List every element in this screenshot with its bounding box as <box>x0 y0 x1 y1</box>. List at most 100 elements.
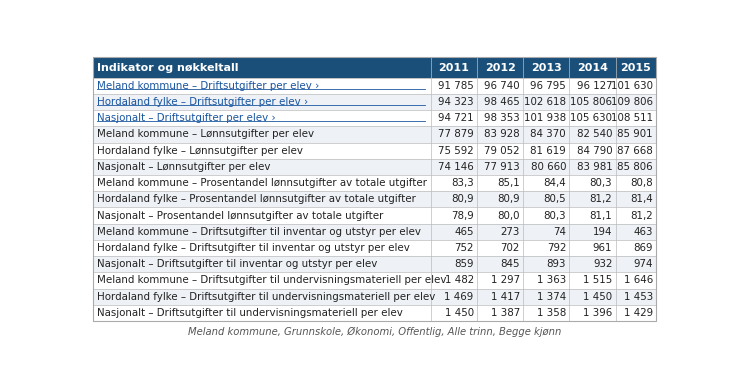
Bar <box>93 305 431 321</box>
Text: 82 540: 82 540 <box>577 129 613 140</box>
Bar <box>477 240 523 256</box>
Bar <box>93 78 431 94</box>
Bar <box>431 126 477 143</box>
Text: 194: 194 <box>593 227 613 237</box>
Bar <box>569 272 616 289</box>
Text: 85 806: 85 806 <box>617 162 653 172</box>
Bar <box>523 57 569 78</box>
Text: 80,5: 80,5 <box>543 194 566 204</box>
Bar <box>477 57 523 78</box>
Text: 1 363: 1 363 <box>537 275 566 285</box>
Text: 83,3: 83,3 <box>451 178 474 188</box>
Text: Meland kommune – Prosentandel lønnsutgifter av totale utgifter: Meland kommune – Prosentandel lønnsutgif… <box>97 178 427 188</box>
Text: Hordaland fylke – Prosentandel lønnsutgifter av totale utgifter: Hordaland fylke – Prosentandel lønnsutgi… <box>97 194 416 204</box>
Bar <box>477 224 523 240</box>
Text: 845: 845 <box>501 259 520 269</box>
Text: 1 515: 1 515 <box>583 275 613 285</box>
Bar <box>569 224 616 240</box>
Bar <box>431 224 477 240</box>
Text: 2011: 2011 <box>439 62 469 73</box>
Bar <box>477 289 523 305</box>
Bar <box>431 305 477 321</box>
Text: 84 370: 84 370 <box>531 129 566 140</box>
Bar <box>616 240 656 256</box>
Bar <box>616 78 656 94</box>
Text: 101 938: 101 938 <box>524 113 566 123</box>
Text: 1 297: 1 297 <box>491 275 520 285</box>
Bar <box>93 94 431 110</box>
Bar <box>431 191 477 207</box>
Bar <box>523 126 569 143</box>
Text: 1 396: 1 396 <box>583 308 613 318</box>
Bar <box>93 110 431 126</box>
Bar <box>93 57 431 78</box>
Text: 1 374: 1 374 <box>537 292 566 301</box>
Bar <box>93 191 431 207</box>
Bar <box>431 256 477 272</box>
Bar <box>523 191 569 207</box>
Bar <box>431 94 477 110</box>
Text: 74 146: 74 146 <box>438 162 474 172</box>
Text: 96 127: 96 127 <box>577 81 613 91</box>
Text: 98 465: 98 465 <box>484 97 520 107</box>
Bar <box>93 159 431 175</box>
Text: 932: 932 <box>593 259 613 269</box>
Text: 80,8: 80,8 <box>630 178 653 188</box>
Bar <box>616 175 656 191</box>
Text: 80 660: 80 660 <box>531 162 566 172</box>
Bar <box>523 175 569 191</box>
Bar <box>431 110 477 126</box>
Text: 105 806: 105 806 <box>570 97 613 107</box>
Text: 1 450: 1 450 <box>444 308 474 318</box>
Bar <box>569 207 616 224</box>
Text: Hordaland fylke – Driftsutgifter per elev ›: Hordaland fylke – Driftsutgifter per ele… <box>97 97 308 107</box>
Text: 81,2: 81,2 <box>630 211 653 221</box>
Text: Indikator og nøkkeltall: Indikator og nøkkeltall <box>97 62 238 73</box>
Bar <box>569 305 616 321</box>
Text: Meland kommune – Driftsutgifter til inventar og utstyr per elev: Meland kommune – Driftsutgifter til inve… <box>97 227 421 237</box>
Bar <box>569 289 616 305</box>
Text: 81,4: 81,4 <box>630 194 653 204</box>
Text: Nasjonalt – Lønnsutgifter per elev: Nasjonalt – Lønnsutgifter per elev <box>97 162 270 172</box>
Bar <box>93 224 431 240</box>
Text: 80,3: 80,3 <box>590 178 613 188</box>
Bar <box>477 110 523 126</box>
Bar <box>477 175 523 191</box>
Bar <box>569 143 616 159</box>
Bar <box>616 289 656 305</box>
Bar <box>569 256 616 272</box>
Text: 1 453: 1 453 <box>624 292 653 301</box>
Bar <box>477 256 523 272</box>
Text: 859: 859 <box>454 259 474 269</box>
Bar <box>431 143 477 159</box>
Bar <box>616 143 656 159</box>
Text: 84 790: 84 790 <box>577 146 613 156</box>
Text: 108 511: 108 511 <box>610 113 653 123</box>
Text: 1 646: 1 646 <box>624 275 653 285</box>
Bar <box>431 207 477 224</box>
Bar <box>93 240 431 256</box>
Bar <box>616 57 656 78</box>
Bar <box>93 57 656 321</box>
Text: 2013: 2013 <box>531 62 561 73</box>
Bar <box>93 143 431 159</box>
Text: Nasjonalt – Driftsutgifter til inventar og utstyr per elev: Nasjonalt – Driftsutgifter til inventar … <box>97 259 377 269</box>
Bar <box>93 289 431 305</box>
Text: 87 668: 87 668 <box>617 146 653 156</box>
Bar <box>523 305 569 321</box>
Bar <box>616 272 656 289</box>
Bar <box>569 94 616 110</box>
Text: 2012: 2012 <box>485 62 515 73</box>
Bar <box>477 305 523 321</box>
Bar <box>569 191 616 207</box>
Text: 84,4: 84,4 <box>543 178 566 188</box>
Bar <box>616 110 656 126</box>
Text: Meland kommune – Lønnsutgifter per elev: Meland kommune – Lønnsutgifter per elev <box>97 129 314 140</box>
Text: 80,9: 80,9 <box>451 194 474 204</box>
Text: 77 879: 77 879 <box>438 129 474 140</box>
Bar <box>616 256 656 272</box>
Text: 961: 961 <box>593 243 613 253</box>
Text: Hordaland fylke – Lønnsutgifter per elev: Hordaland fylke – Lønnsutgifter per elev <box>97 146 303 156</box>
Text: 80,0: 80,0 <box>497 211 520 221</box>
Text: 893: 893 <box>547 259 566 269</box>
